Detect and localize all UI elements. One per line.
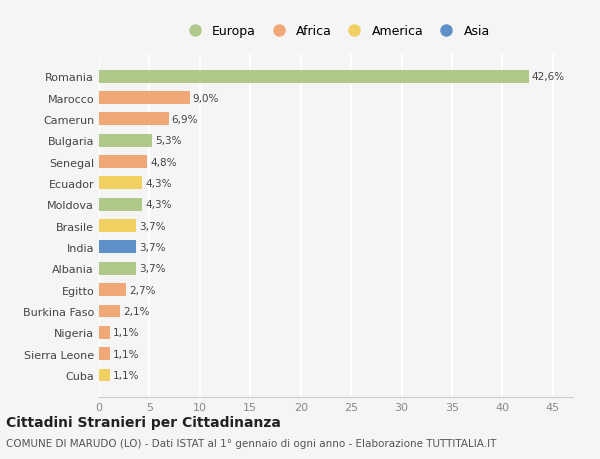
Text: 3,7%: 3,7% [139,242,166,252]
Text: 6,9%: 6,9% [172,115,198,124]
Bar [99,326,110,339]
Text: 5,3%: 5,3% [155,136,182,146]
Text: 4,3%: 4,3% [145,200,172,210]
Text: COMUNE DI MARUDO (LO) - Dati ISTAT al 1° gennaio di ogni anno - Elaborazione TUT: COMUNE DI MARUDO (LO) - Dati ISTAT al 1°… [6,438,496,448]
Legend: Europa, Africa, America, Asia: Europa, Africa, America, Asia [177,20,495,43]
Text: 42,6%: 42,6% [532,72,565,82]
Bar [99,369,110,381]
Text: 1,1%: 1,1% [113,349,140,359]
Text: 1,1%: 1,1% [113,370,140,380]
Bar [99,220,136,232]
Bar [99,198,142,211]
Bar [99,134,152,147]
Text: 3,7%: 3,7% [139,221,166,231]
Bar [99,305,120,318]
Bar [99,156,148,168]
Bar [99,92,190,105]
Text: 2,1%: 2,1% [123,306,150,316]
Bar [99,347,110,360]
Bar [99,241,136,254]
Bar [99,71,529,84]
Text: 4,3%: 4,3% [145,179,172,189]
Bar [99,177,142,190]
Text: 2,7%: 2,7% [129,285,156,295]
Bar [99,284,126,297]
Text: 4,8%: 4,8% [151,157,177,167]
Bar [99,113,169,126]
Text: 9,0%: 9,0% [193,93,219,103]
Bar [99,262,136,275]
Text: 3,7%: 3,7% [139,263,166,274]
Text: 1,1%: 1,1% [113,328,140,337]
Text: Cittadini Stranieri per Cittadinanza: Cittadini Stranieri per Cittadinanza [6,415,281,429]
